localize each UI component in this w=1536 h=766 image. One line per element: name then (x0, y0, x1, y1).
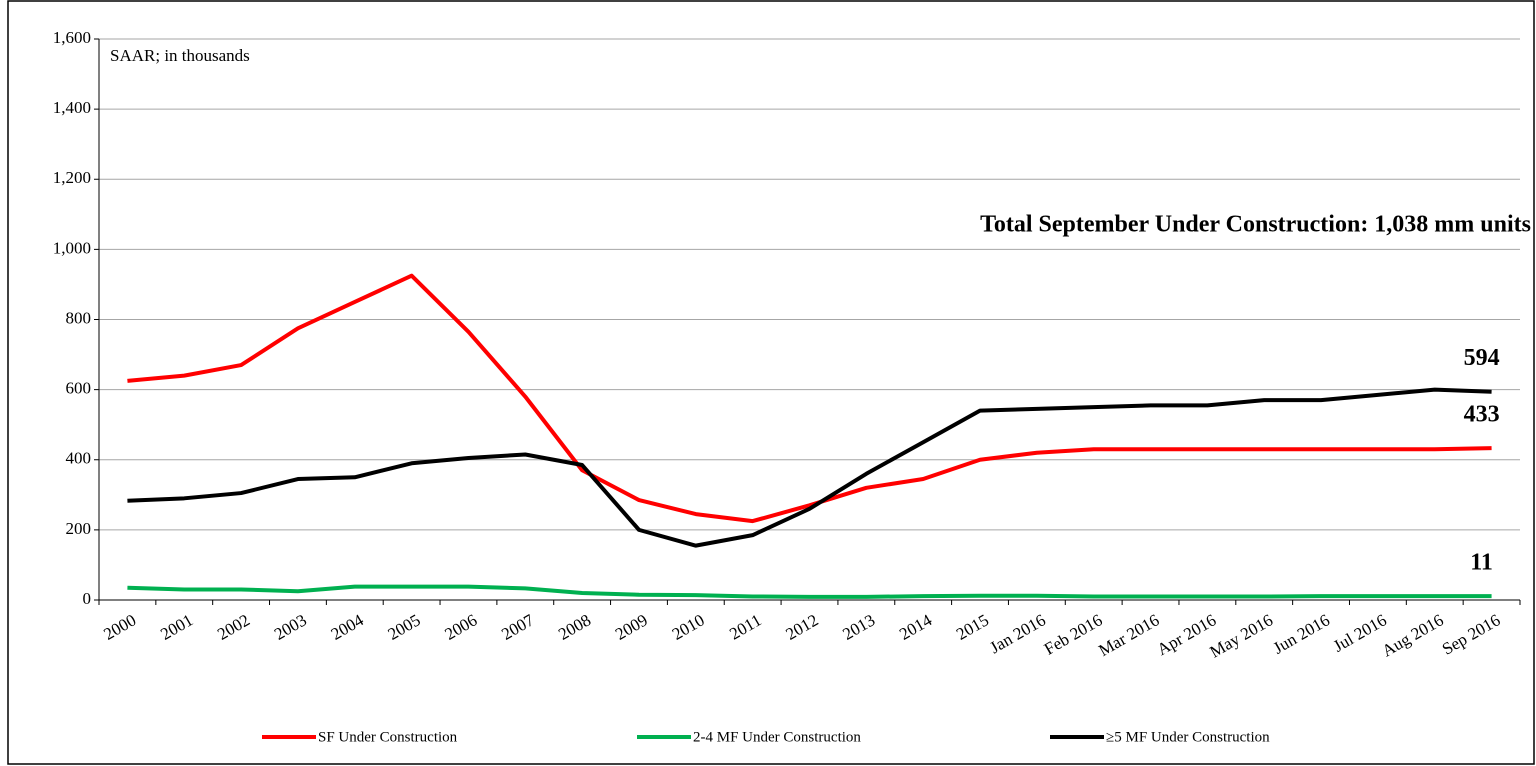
total-annotation: Total September Under Construction: 1,03… (980, 212, 1531, 238)
y-tick-label: 1,000 (53, 238, 91, 257)
x-tick-label: 2008 (555, 610, 594, 643)
x-tick-label: 2000 (100, 610, 139, 643)
x-tick-label: 2013 (839, 610, 878, 643)
x-tick-label: 2001 (157, 610, 196, 643)
x-tick-label: 2012 (783, 610, 822, 643)
x-tick-label: Feb 2016 (1041, 610, 1106, 658)
series-line (127, 387, 1492, 548)
x-tick-label: 2010 (669, 610, 708, 643)
y-tick-label: 400 (66, 449, 92, 468)
data-label: 11 (1470, 550, 1493, 576)
data-label: 594 (1464, 345, 1500, 371)
x-tick-label: Jan 2016 (987, 610, 1049, 657)
x-tick-label: 2002 (214, 610, 253, 643)
x-tick-label: 2006 (441, 610, 480, 643)
x-tick-label: 2011 (726, 610, 764, 643)
data-label: 433 (1464, 402, 1500, 428)
x-tick-label: 2005 (385, 610, 424, 643)
legend-label: ≥5 MF Under Construction (1106, 729, 1270, 745)
x-tick-label: 2009 (612, 610, 651, 643)
x-tick-label: 2014 (896, 610, 935, 644)
series-line (127, 584, 1492, 599)
series-line (127, 273, 1492, 524)
x-tick-label: May 2016 (1207, 610, 1277, 661)
x-tick-label: 2003 (271, 610, 310, 643)
unit-note: SAAR; in thousands (110, 46, 250, 65)
y-tick-label: 800 (66, 308, 92, 327)
x-tick-label: 2004 (328, 610, 367, 644)
y-tick-label: 1,400 (53, 98, 91, 117)
x-tick-label: Mar 2016 (1095, 610, 1162, 660)
x-tick-label: Sep 2016 (1439, 610, 1504, 658)
x-tick-label: Aug 2016 (1379, 610, 1447, 660)
x-tick-label: 2015 (953, 610, 992, 643)
legend-label: 2-4 MF Under Construction (693, 729, 861, 745)
legend-item: ≥5 MF Under Construction (1050, 729, 1270, 745)
chart-frame (7, 0, 1535, 765)
legend-label: SF Under Construction (318, 729, 458, 745)
x-tick-label: Jun 2016 (1270, 610, 1333, 657)
y-tick-label: 0 (83, 589, 92, 608)
y-tick-label: 600 (66, 379, 92, 398)
legend-item: 2-4 MF Under Construction (637, 729, 861, 745)
y-tick-label: 200 (66, 519, 92, 538)
y-tick-label: 1,600 (53, 28, 91, 47)
y-tick-label: 1,200 (53, 168, 91, 187)
legend-item: SF Under Construction (262, 729, 458, 745)
x-tick-label: 2007 (498, 610, 537, 644)
